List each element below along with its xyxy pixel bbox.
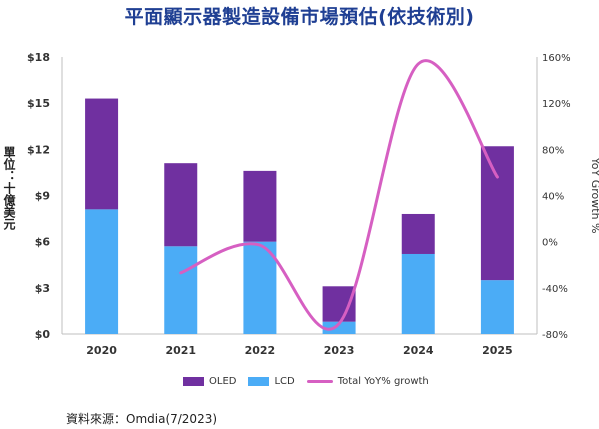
x-tick-label: 2023 bbox=[324, 344, 355, 357]
y2-tick-label: 40% bbox=[542, 192, 564, 203]
legend-label-growth: Total YoY% growth bbox=[337, 376, 429, 387]
legend-label-oled: OLED bbox=[209, 376, 237, 387]
bar-lcd-2022 bbox=[243, 241, 277, 334]
legend-item-lcd: LCD bbox=[248, 376, 295, 387]
legend-item-growth: Total YoY% growth bbox=[306, 376, 429, 387]
bar-oled-2020 bbox=[85, 98, 119, 210]
y2-tick-label: -80% bbox=[542, 330, 568, 341]
y2-tick-label: 0% bbox=[542, 238, 558, 249]
y2-axis-title: YoY Growth % bbox=[589, 157, 599, 234]
bar-oled-2025 bbox=[480, 146, 514, 281]
source-note: 資料來源：Omdia(7/2023) bbox=[66, 412, 218, 426]
bar-lcd-2025 bbox=[480, 280, 514, 334]
legend-label-lcd: LCD bbox=[274, 376, 295, 387]
y2-tick-label: 160% bbox=[542, 53, 571, 64]
y-tick-label: $15 bbox=[27, 97, 50, 110]
y-tick-label: $6 bbox=[35, 236, 51, 249]
y-tick-label: $18 bbox=[27, 51, 50, 64]
bar-oled-2021 bbox=[164, 163, 198, 247]
legend-item-oled: OLED bbox=[183, 376, 236, 387]
x-tick-label: 2022 bbox=[245, 344, 276, 357]
y2-tick-label: 120% bbox=[542, 99, 571, 110]
y-tick-label: $12 bbox=[27, 143, 50, 156]
legend: OLED LCD Total YoY% growth bbox=[183, 376, 435, 387]
y2-tick-label: 80% bbox=[542, 145, 564, 156]
y-axis-unit-label: 單位：十億美元 bbox=[2, 146, 16, 230]
y-tick-label: $3 bbox=[35, 282, 50, 295]
bar-oled-2024 bbox=[401, 213, 435, 254]
bar-lcd-2020 bbox=[85, 209, 119, 334]
x-tick-label: 2020 bbox=[86, 344, 117, 357]
bar-lcd-2021 bbox=[164, 246, 198, 334]
growth-line bbox=[179, 59, 499, 331]
legend-swatch-oled bbox=[183, 377, 204, 386]
bar-lcd-2023 bbox=[322, 321, 356, 334]
chart-title: 平面顯示器製造設備市場預估(依技術別) bbox=[124, 6, 475, 28]
y2-tick-label: -40% bbox=[542, 284, 568, 295]
bar-oled-2022 bbox=[243, 170, 277, 242]
x-tick-label: 2025 bbox=[482, 344, 513, 357]
bar-lcd-2024 bbox=[401, 253, 435, 334]
y-tick-label: $9 bbox=[35, 190, 50, 203]
x-tick-label: 2021 bbox=[165, 344, 196, 357]
legend-swatch-growth bbox=[306, 380, 333, 383]
x-tick-label: 2024 bbox=[403, 344, 434, 357]
y-tick-label: $0 bbox=[35, 328, 51, 341]
legend-swatch-lcd bbox=[248, 377, 270, 386]
